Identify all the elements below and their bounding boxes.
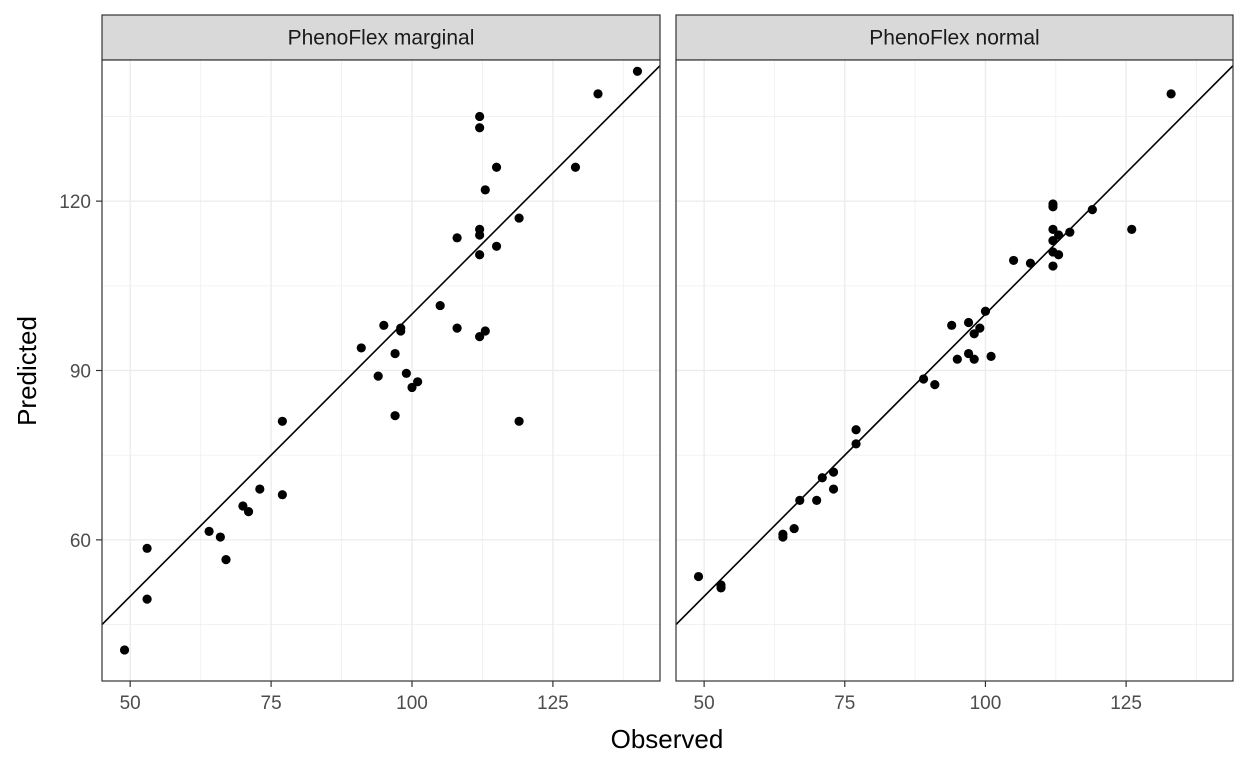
x-axis-title: Observed [611, 724, 724, 754]
data-point [789, 523, 799, 534]
y-tick-label: 120 [59, 192, 91, 213]
data-point [778, 532, 788, 542]
data-point [514, 416, 524, 426]
data-point [986, 351, 996, 361]
facet-strip [101, 14, 661, 61]
data-point [1048, 236, 1058, 246]
data-point [475, 111, 485, 122]
data-point [238, 501, 248, 511]
x-tick-label: 125 [537, 693, 569, 714]
identity-line [101, 65, 661, 626]
data-point [452, 323, 462, 333]
data-point [1025, 258, 1036, 268]
data-point [1127, 224, 1137, 234]
data-point [1087, 205, 1097, 215]
data-point [975, 323, 985, 333]
data-point [215, 532, 225, 542]
data-point [918, 374, 929, 384]
data-point [401, 368, 411, 378]
data-point [716, 583, 726, 593]
data-point [851, 439, 861, 449]
data-point [277, 416, 287, 426]
data-point [379, 320, 389, 330]
data-point [1048, 261, 1058, 271]
x-tick-label: 125 [1110, 693, 1142, 714]
data-point [480, 326, 490, 336]
data-point [475, 230, 485, 240]
data-point [1053, 230, 1064, 240]
data-point [413, 377, 423, 387]
data-point [356, 343, 366, 353]
data-point [390, 411, 400, 421]
data-point [396, 326, 406, 336]
data-point [1008, 255, 1019, 266]
panel-1: PhenoFlex marginal 50 75 100 125 60 90 120 [59, 14, 661, 714]
data-point [812, 495, 822, 505]
data-point [1053, 250, 1064, 260]
data-point [204, 526, 214, 536]
data-point [435, 300, 445, 311]
data-point [795, 495, 805, 505]
data-point [390, 348, 400, 359]
panel-2: PhenoFlex normal 50 75 100 125 [675, 14, 1234, 714]
data-point [969, 329, 979, 339]
data-point [475, 250, 485, 260]
data-point [475, 332, 485, 342]
data-point [952, 354, 962, 364]
data-point [828, 484, 839, 494]
data-point [1048, 224, 1058, 234]
data-point [851, 425, 861, 435]
data-point [817, 473, 827, 483]
data-point [963, 348, 974, 359]
data-point [480, 185, 490, 195]
x-tick-label: 75 [261, 693, 282, 714]
x-tick-label: 100 [970, 693, 1002, 714]
data-point [947, 320, 957, 330]
y-axis-title: Predicted [12, 316, 42, 426]
facet-strip-label: PhenoFlex normal [869, 27, 1039, 50]
data-point [119, 645, 130, 655]
data-point [475, 123, 485, 133]
identity-line [675, 65, 1234, 626]
y-tick-label: 60 [70, 531, 91, 552]
data-point [969, 354, 979, 364]
facet-strip-label: PhenoFlex marginal [288, 27, 475, 50]
x-tick-label: 100 [396, 693, 428, 714]
panel-border [675, 59, 1234, 682]
data-point [491, 241, 502, 251]
data-point [142, 543, 152, 553]
data-point [570, 162, 581, 172]
data-point [930, 380, 940, 390]
data-point [963, 317, 974, 328]
data-point [452, 233, 462, 243]
data-point [514, 213, 524, 223]
x-tick-label: 50 [694, 693, 715, 714]
facet-strip [675, 14, 1234, 61]
data-point [255, 484, 265, 494]
data-point [1166, 89, 1176, 99]
data-point [277, 490, 287, 500]
data-point [632, 66, 643, 76]
data-point [221, 555, 231, 565]
data-point [1065, 227, 1075, 237]
data-point [373, 371, 383, 381]
y-tick-label: 90 [70, 362, 91, 383]
data-point [828, 467, 839, 477]
data-point [142, 594, 152, 604]
data-point [593, 89, 603, 99]
data-point [491, 162, 502, 172]
data-point [243, 507, 254, 517]
data-point [1048, 202, 1058, 212]
x-tick-label: 75 [834, 693, 855, 714]
data-point [407, 382, 417, 393]
data-point [693, 571, 704, 582]
data-point [980, 306, 991, 316]
x-tick-label: 50 [120, 693, 141, 714]
